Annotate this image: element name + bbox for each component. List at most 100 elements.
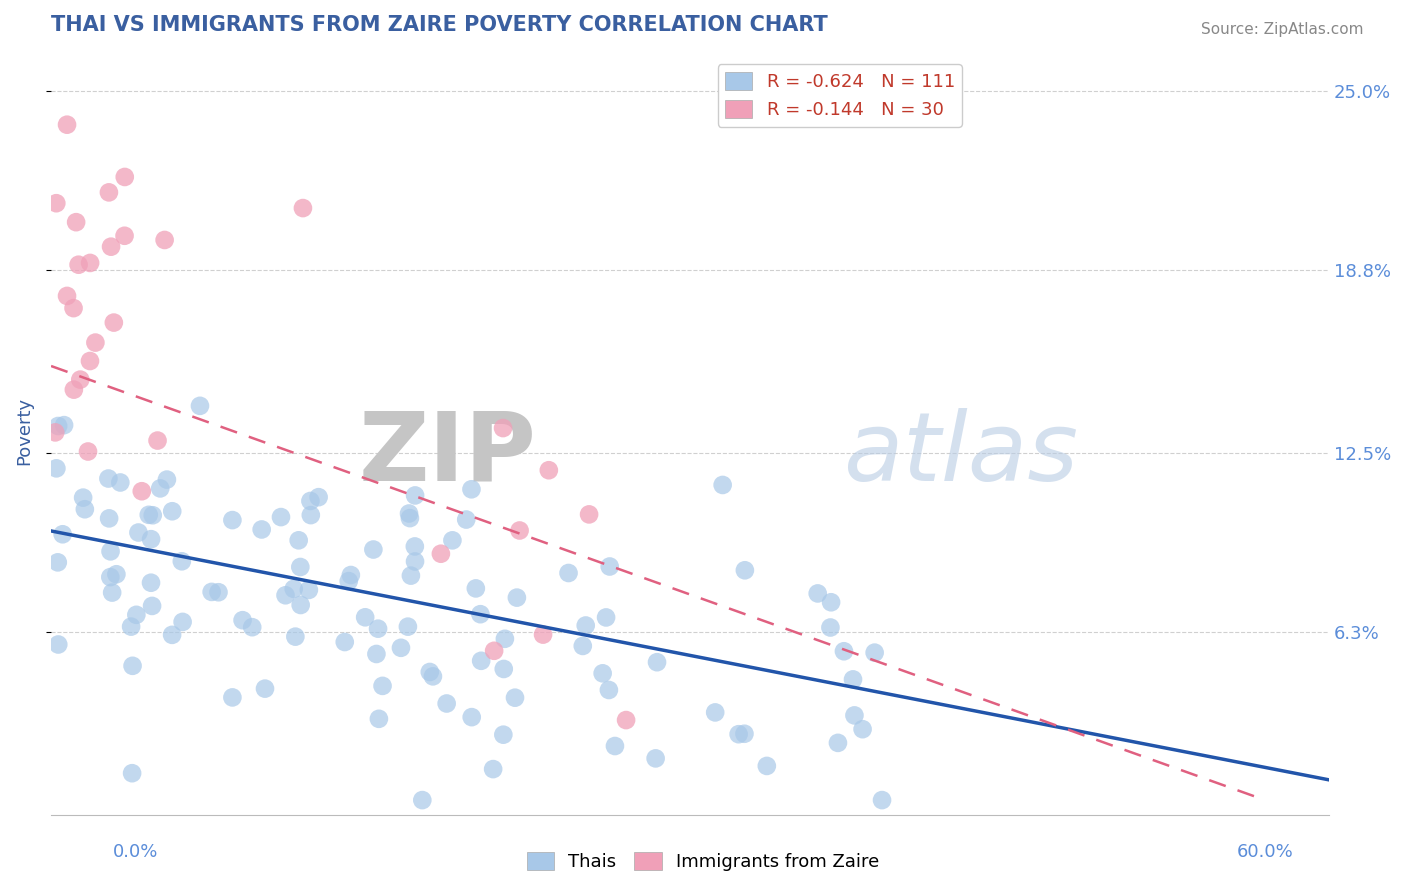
Point — [820, 595, 842, 609]
Point — [290, 598, 312, 612]
Point — [142, 508, 165, 523]
Point — [711, 478, 734, 492]
Point — [366, 647, 388, 661]
Point — [399, 568, 422, 582]
Point — [506, 591, 529, 605]
Point — [188, 399, 211, 413]
Point — [274, 588, 297, 602]
Point — [105, 567, 128, 582]
Point — [101, 585, 124, 599]
Point — [419, 665, 441, 679]
Point — [291, 201, 314, 215]
Point — [492, 662, 515, 676]
Point — [146, 434, 169, 448]
Point — [46, 419, 69, 434]
Point — [704, 706, 727, 720]
Point — [221, 690, 243, 705]
Point — [827, 736, 849, 750]
Point — [509, 524, 531, 538]
Text: ZIP: ZIP — [359, 408, 537, 500]
Point — [599, 559, 621, 574]
Point — [103, 316, 125, 330]
Point — [492, 421, 515, 435]
Point — [492, 728, 515, 742]
Point — [56, 118, 79, 132]
Point — [404, 488, 426, 502]
Point — [201, 585, 224, 599]
Point — [411, 793, 433, 807]
Point — [172, 615, 194, 629]
Point — [441, 533, 464, 548]
Point — [404, 540, 426, 554]
Point — [98, 570, 121, 584]
Point — [337, 574, 360, 588]
Point — [333, 635, 356, 649]
Point — [461, 710, 484, 724]
Point — [63, 383, 86, 397]
Point — [287, 533, 309, 548]
Point — [283, 582, 305, 596]
Point — [77, 444, 100, 458]
Point — [308, 490, 330, 504]
Point — [114, 228, 136, 243]
Point — [398, 507, 420, 521]
Point — [614, 713, 637, 727]
Point — [138, 508, 160, 522]
Legend: Thais, Immigrants from Zaire: Thais, Immigrants from Zaire — [520, 845, 886, 879]
Point — [807, 586, 830, 600]
Point — [367, 622, 389, 636]
Point — [100, 240, 122, 254]
Point — [389, 640, 412, 655]
Text: 60.0%: 60.0% — [1237, 843, 1294, 861]
Point — [595, 610, 617, 624]
Point — [207, 585, 229, 599]
Point — [56, 289, 79, 303]
Point — [52, 527, 75, 541]
Point — [62, 301, 84, 315]
Point — [120, 619, 142, 633]
Point — [396, 620, 419, 634]
Point — [578, 508, 600, 522]
Point — [470, 607, 492, 622]
Point — [69, 373, 91, 387]
Text: atlas: atlas — [844, 408, 1078, 500]
Text: THAI VS IMMIGRANTS FROM ZAIRE POVERTY CORRELATION CHART: THAI VS IMMIGRANTS FROM ZAIRE POVERTY CO… — [51, 15, 828, 35]
Point — [149, 482, 172, 496]
Point — [125, 607, 148, 622]
Point — [44, 425, 66, 440]
Point — [482, 762, 505, 776]
Point — [160, 628, 183, 642]
Point — [127, 525, 149, 540]
Point — [430, 547, 453, 561]
Point — [422, 669, 444, 683]
Point — [482, 644, 505, 658]
Point — [844, 708, 866, 723]
Point — [45, 196, 67, 211]
Point — [46, 555, 69, 569]
Text: 0.0%: 0.0% — [112, 843, 157, 861]
Point — [97, 186, 120, 200]
Point — [734, 563, 756, 577]
Point — [340, 568, 363, 582]
Point — [464, 582, 486, 596]
Point — [363, 542, 385, 557]
Point — [270, 510, 292, 524]
Point — [404, 554, 426, 568]
Point — [852, 722, 875, 736]
Point — [72, 491, 94, 505]
Point — [141, 599, 163, 613]
Point — [156, 473, 179, 487]
Point — [537, 463, 560, 477]
Point — [571, 639, 593, 653]
Point — [842, 673, 865, 687]
Point — [470, 654, 492, 668]
Point — [531, 627, 554, 641]
Point — [121, 766, 143, 780]
Point — [53, 418, 76, 433]
Point — [139, 532, 162, 546]
Point — [832, 644, 855, 658]
Point — [460, 483, 482, 497]
Point — [598, 683, 620, 698]
Point — [755, 759, 778, 773]
Point — [84, 335, 107, 350]
